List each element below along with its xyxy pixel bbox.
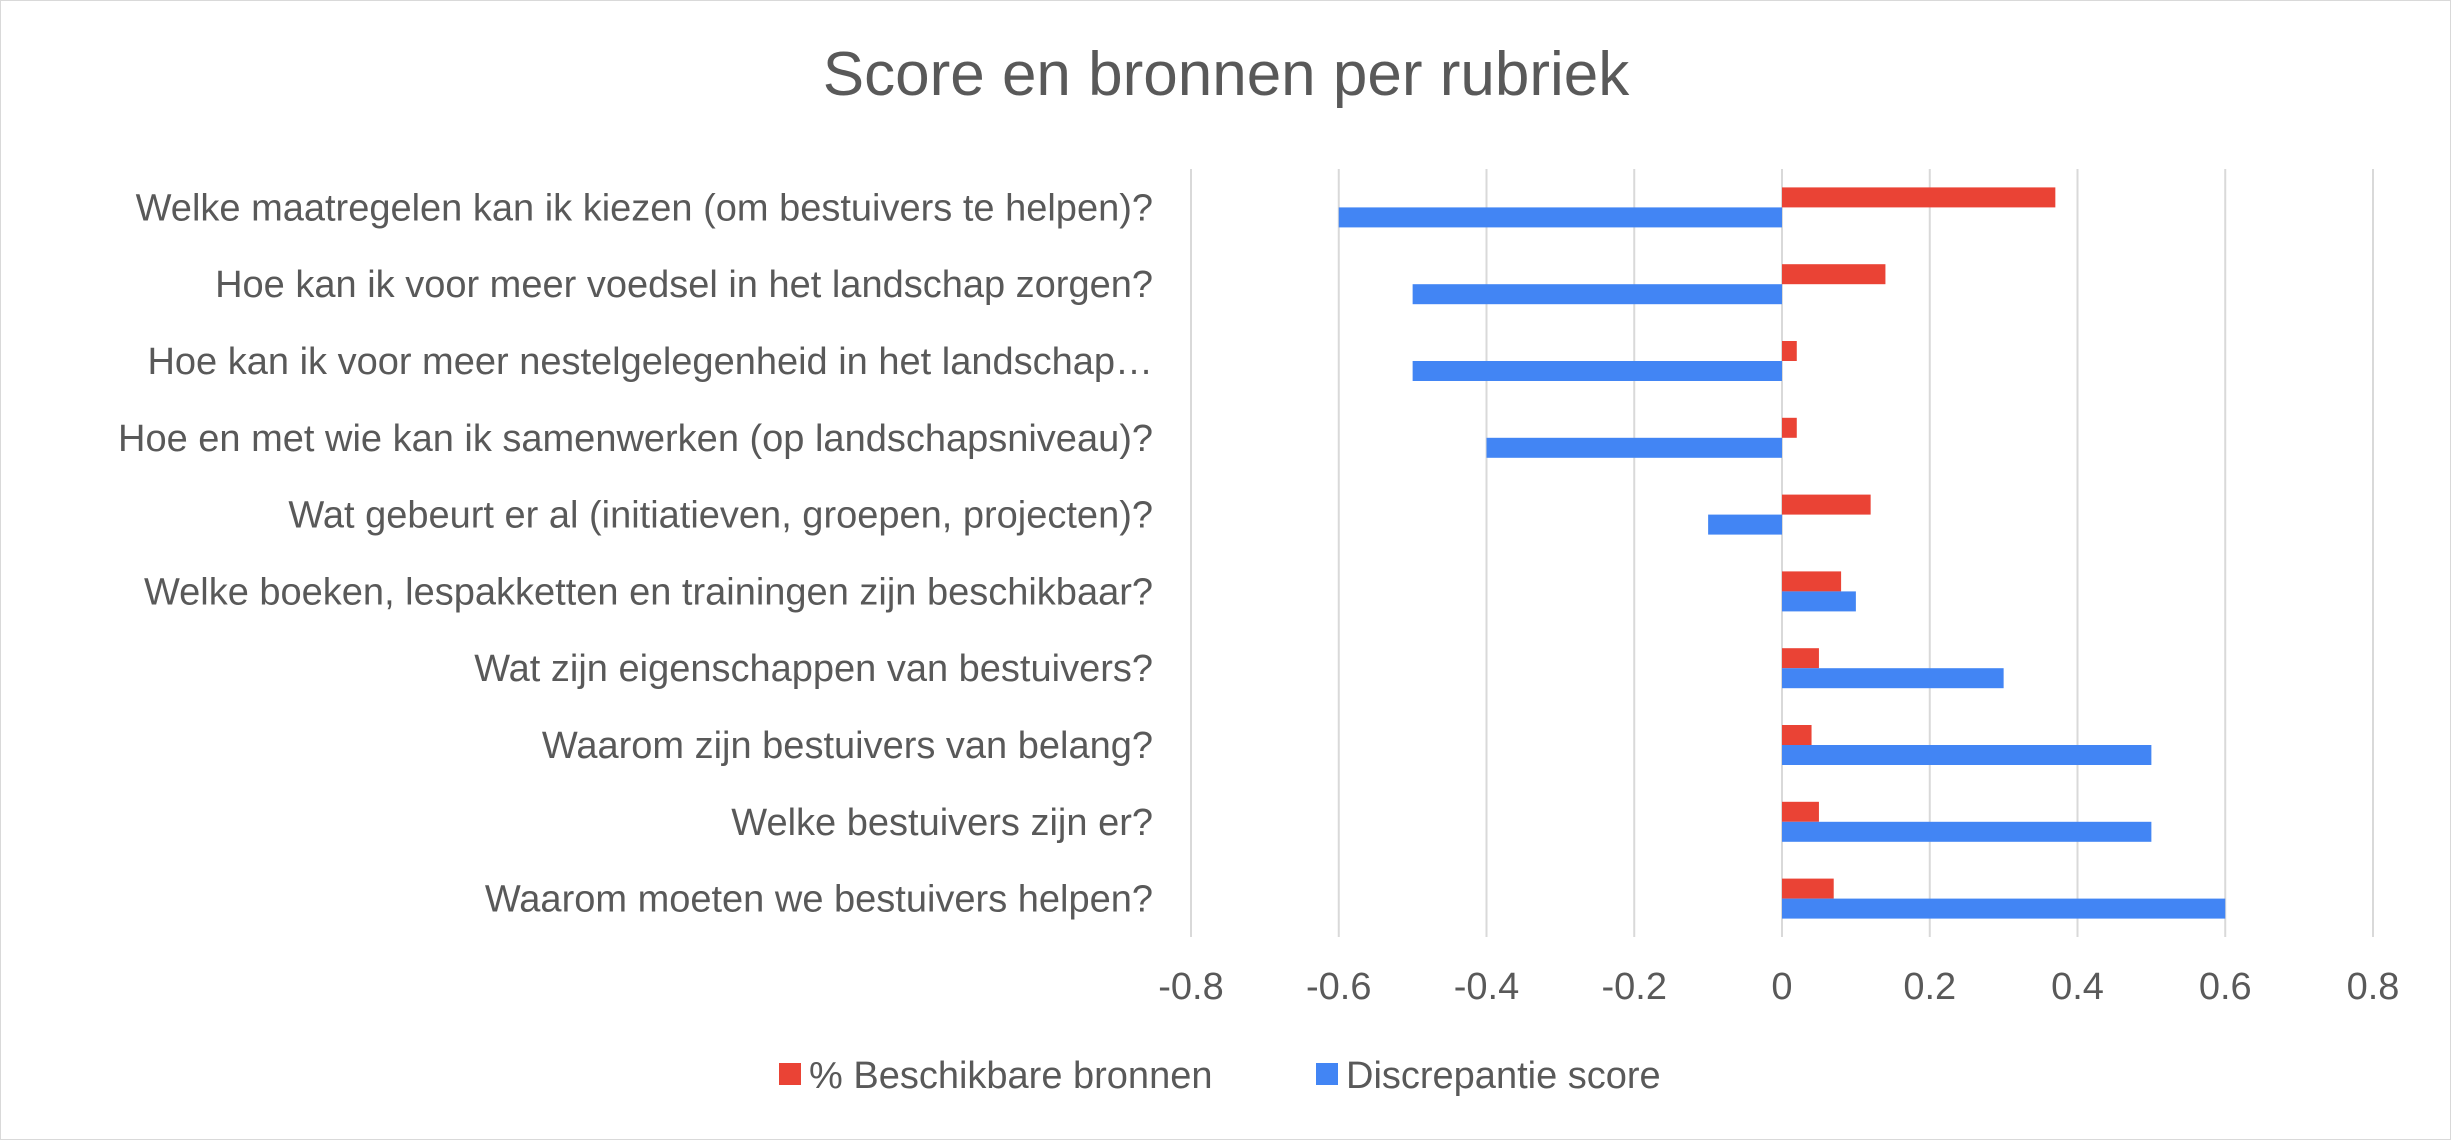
- x-tick-label: -0.4: [1454, 966, 1519, 1008]
- legend-label-beschikbare-bronnen: % Beschikbare bronnen: [809, 1055, 1212, 1097]
- bars: [1338, 187, 2226, 919]
- category-label: Hoe en met wie kan ik samenwerken (op la…: [118, 418, 1153, 460]
- category-label: Hoe kan ik voor meer voedsel in het land…: [215, 264, 1153, 306]
- category-label: Welke boeken, lespakketten en trainingen…: [144, 571, 1153, 613]
- bar-beschikbare-bronnen: [1782, 417, 1797, 438]
- chart-title: Score en bronnen per rubriek: [823, 40, 1630, 109]
- category-label: Wat gebeurt er al (initiatieven, groepen…: [288, 495, 1153, 537]
- bar-beschikbare-bronnen: [1782, 801, 1819, 822]
- category-label: Waarom zijn bestuivers van belang?: [542, 725, 1153, 767]
- x-tick-label: -0.2: [1602, 966, 1667, 1008]
- bar-discrepantie-score: [1338, 207, 1782, 228]
- legend-swatch-beschikbare-bronnen: [779, 1063, 801, 1085]
- category-label: Hoe kan ik voor meer nestelgelegenheid i…: [147, 341, 1153, 383]
- bar-beschikbare-bronnen: [1782, 878, 1834, 899]
- legend-swatch-discrepantie-score: [1316, 1063, 1338, 1085]
- x-tick-label: -0.8: [1158, 966, 1223, 1008]
- bar-beschikbare-bronnen: [1782, 264, 1886, 285]
- x-tick-label: 0: [1771, 966, 1792, 1008]
- bar-discrepantie-score: [1412, 361, 1782, 381]
- bar-discrepantie-score: [1782, 591, 1856, 612]
- bar-discrepantie-score: [1708, 514, 1782, 535]
- bar-discrepantie-score: [1486, 437, 1782, 458]
- x-tick-label: 0.4: [2051, 966, 2104, 1008]
- category-label: Welke maatregelen kan ik kiezen (om best…: [136, 187, 1153, 229]
- bar-discrepantie-score: [1782, 821, 2152, 842]
- category-label: Wat zijn eigenschappen van bestuivers?: [474, 648, 1153, 690]
- x-tick-label: 0.8: [2347, 966, 2400, 1008]
- x-tick-label: 0.2: [1903, 966, 1956, 1008]
- x-tick-label: 0.6: [2199, 966, 2252, 1008]
- legend: % Beschikbare bronnen Discrepantie score: [779, 1055, 1661, 1097]
- bar-discrepantie-score: [1412, 284, 1782, 305]
- bar-discrepantie-score: [1782, 668, 2004, 689]
- bar-beschikbare-bronnen: [1782, 341, 1797, 361]
- x-tick-labels: -0.8 -0.6 -0.4 -0.2 0 0.2 0.4 0.6 0.8: [1158, 966, 2399, 1008]
- legend-label-discrepantie-score: Discrepantie score: [1346, 1055, 1661, 1097]
- category-labels: Welke maatregelen kan ik kiezen (om best…: [118, 187, 1153, 920]
- bar-beschikbare-bronnen: [1782, 571, 1842, 592]
- bar-beschikbare-bronnen: [1782, 725, 1812, 745]
- category-label: Waarom moeten we bestuivers helpen?: [485, 879, 1153, 921]
- bar-discrepantie-score: [1782, 745, 2152, 765]
- bar-beschikbare-bronnen: [1782, 187, 2056, 208]
- bar-beschikbare-bronnen: [1782, 494, 1871, 515]
- category-label: Welke bestuivers zijn er?: [731, 802, 1153, 844]
- bar-beschikbare-bronnen: [1782, 648, 1819, 669]
- x-tick-label: -0.6: [1306, 966, 1371, 1008]
- bar-discrepantie-score: [1782, 898, 2226, 919]
